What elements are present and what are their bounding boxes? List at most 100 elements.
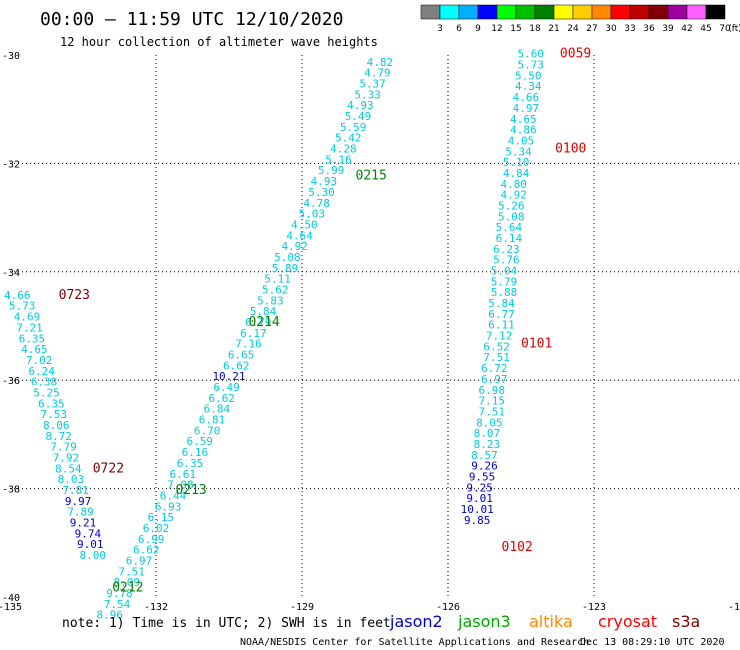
legend-swatch <box>515 4 536 20</box>
wave-height-value: 7.51 <box>483 351 510 364</box>
wave-height-value: 6.59 <box>187 435 214 448</box>
legend-label: 3 <box>437 24 443 34</box>
wave-height-value: 6.97 <box>126 554 153 567</box>
wave-height-value: 4.92 <box>500 189 527 202</box>
x-tick-label: -120 <box>728 602 740 613</box>
legend-swatch <box>667 4 688 20</box>
wave-height-value: 9.78 <box>106 587 133 600</box>
wave-height-value: 8.00 <box>79 549 106 562</box>
legend-label: 24 <box>567 24 579 34</box>
satellite-name: altika <box>529 612 573 631</box>
y-tick-label: -38 <box>2 485 20 496</box>
legend-swatch <box>553 4 574 20</box>
wave-height-value: 4.69 <box>14 311 41 324</box>
wave-height-value: 6.35 <box>177 457 204 470</box>
footer-credit: NOAA/NESDIS Center for Satellite Applica… <box>240 637 589 648</box>
legend-label: 21 <box>548 24 559 34</box>
map-axes: -135 -132 -129 -126 -123 -120 -30 -32 -34 -36 -38 -… <box>0 51 740 613</box>
wave-height-value: 5.73 <box>517 59 544 72</box>
wave-height-value: 5.76 <box>493 254 520 267</box>
wave-height-value: 4.05 <box>508 134 535 147</box>
y-tick-label: -34 <box>2 268 20 279</box>
satellite-legend: jason2 jason3 altika cryosat s3a <box>389 612 700 631</box>
wave-height-value: 9.21 <box>70 517 97 530</box>
wave-height-value: 6.70 <box>194 424 221 437</box>
wave-height-value: 4.78 <box>303 197 330 210</box>
wave-height-value: 7.79 <box>50 441 77 454</box>
wave-height-value: 5.99 <box>318 164 345 177</box>
wave-height-value: 8.23 <box>474 438 501 451</box>
y-tick-label: -30 <box>2 51 20 62</box>
wave-height-value: 5.88 <box>491 286 518 299</box>
wave-height-value: 8.07 <box>474 427 501 440</box>
legend-label: 15 <box>510 24 521 34</box>
wave-height-value: 5.26 <box>498 199 525 212</box>
wave-height-value: 6.98 <box>479 384 506 397</box>
wave-height-value: 9.01 <box>77 538 104 551</box>
wave-height-value: 5.16 <box>325 153 352 166</box>
wave-height-value: 4.65 <box>21 343 48 356</box>
wave-height-value: 9.26 <box>471 460 498 473</box>
wave-height-value: 6.35 <box>38 397 65 410</box>
wave-height-value: 5.30 <box>308 186 335 199</box>
wave-height-readings: 4.824.795.375.334.935.495.595.424.285.16… <box>4 48 544 622</box>
legend-swatch <box>477 4 498 20</box>
wave-height-value: 7.89 <box>67 506 94 519</box>
wave-height-value: 9.01 <box>466 492 493 505</box>
wave-height-value: 6.49 <box>213 381 240 394</box>
wave-height-value: 6.52 <box>483 340 510 353</box>
legend-swatch <box>496 4 517 20</box>
wave-height-value: 6.02 <box>143 522 170 535</box>
wave-height-value: 10.21 <box>212 370 245 383</box>
wave-height-value: 6.93 <box>155 500 182 513</box>
satellite-name: s3a <box>672 612 700 631</box>
wave-height-value: 6.24 <box>28 365 55 378</box>
wave-height-value: 6.99 <box>138 533 165 546</box>
y-tick-label: -32 <box>2 159 20 170</box>
wave-height-value: 4.84 <box>503 167 530 180</box>
legend-swatch <box>572 4 593 20</box>
wave-height-value: 5.37 <box>359 78 386 91</box>
legend-swatch <box>705 4 726 20</box>
wave-height-value: 8.09 <box>114 576 141 589</box>
wave-height-value: 4.66 <box>513 91 540 104</box>
wave-height-value: 6.65 <box>228 349 255 362</box>
wave-height-value: 6.77 <box>488 308 515 321</box>
legend-swatch <box>458 4 479 20</box>
wave-height-value: 6.72 <box>481 362 508 375</box>
wave-height-value: 5.60 <box>517 48 544 61</box>
legend-label: 18 <box>529 24 541 34</box>
legend-swatch <box>591 4 612 20</box>
pass-time-label: 0215 <box>356 169 387 184</box>
wave-height-value: 10.01 <box>461 503 494 516</box>
y-tick-label: -36 <box>2 376 20 387</box>
wave-height-value: 4.93 <box>311 175 338 188</box>
wave-height-value: 4.97 <box>513 102 540 115</box>
wave-height-value: 4.34 <box>515 80 542 93</box>
wave-height-value: 5.59 <box>340 121 367 134</box>
wave-height-value: 6.38 <box>31 376 58 389</box>
wave-height-value: 6.16 <box>182 446 209 459</box>
wave-height-value: 9.97 <box>65 495 92 508</box>
wave-height-value: 6.61 <box>170 468 197 481</box>
wave-height-value: 8.05 <box>476 416 503 429</box>
legend-label: 30 <box>605 24 617 34</box>
wave-height-value: 7.53 <box>41 408 68 421</box>
wave-height-value: 6.17 <box>240 327 267 340</box>
wave-height-value: 6.44 <box>160 489 187 502</box>
wave-height-value: 5.25 <box>33 386 60 399</box>
wave-height-value: 4.82 <box>367 56 394 69</box>
map-grid <box>10 55 740 597</box>
legend-label: 42 <box>681 24 692 34</box>
wave-height-value: 7.02 <box>26 354 53 367</box>
legend-swatch <box>420 4 441 20</box>
legend-swatch <box>439 4 460 20</box>
wave-height-value: 6.62 <box>208 392 235 405</box>
satellite-name: jason3 <box>457 612 511 631</box>
wave-height-value: 7.92 <box>53 452 80 465</box>
wave-height-value: 4.93 <box>347 99 374 112</box>
map-title: 00:00 – 11:59 UTC 12/10/2020 <box>40 9 343 30</box>
pass-time-label: 0101 <box>521 337 552 352</box>
wave-height-value: 4.50 <box>291 218 318 231</box>
